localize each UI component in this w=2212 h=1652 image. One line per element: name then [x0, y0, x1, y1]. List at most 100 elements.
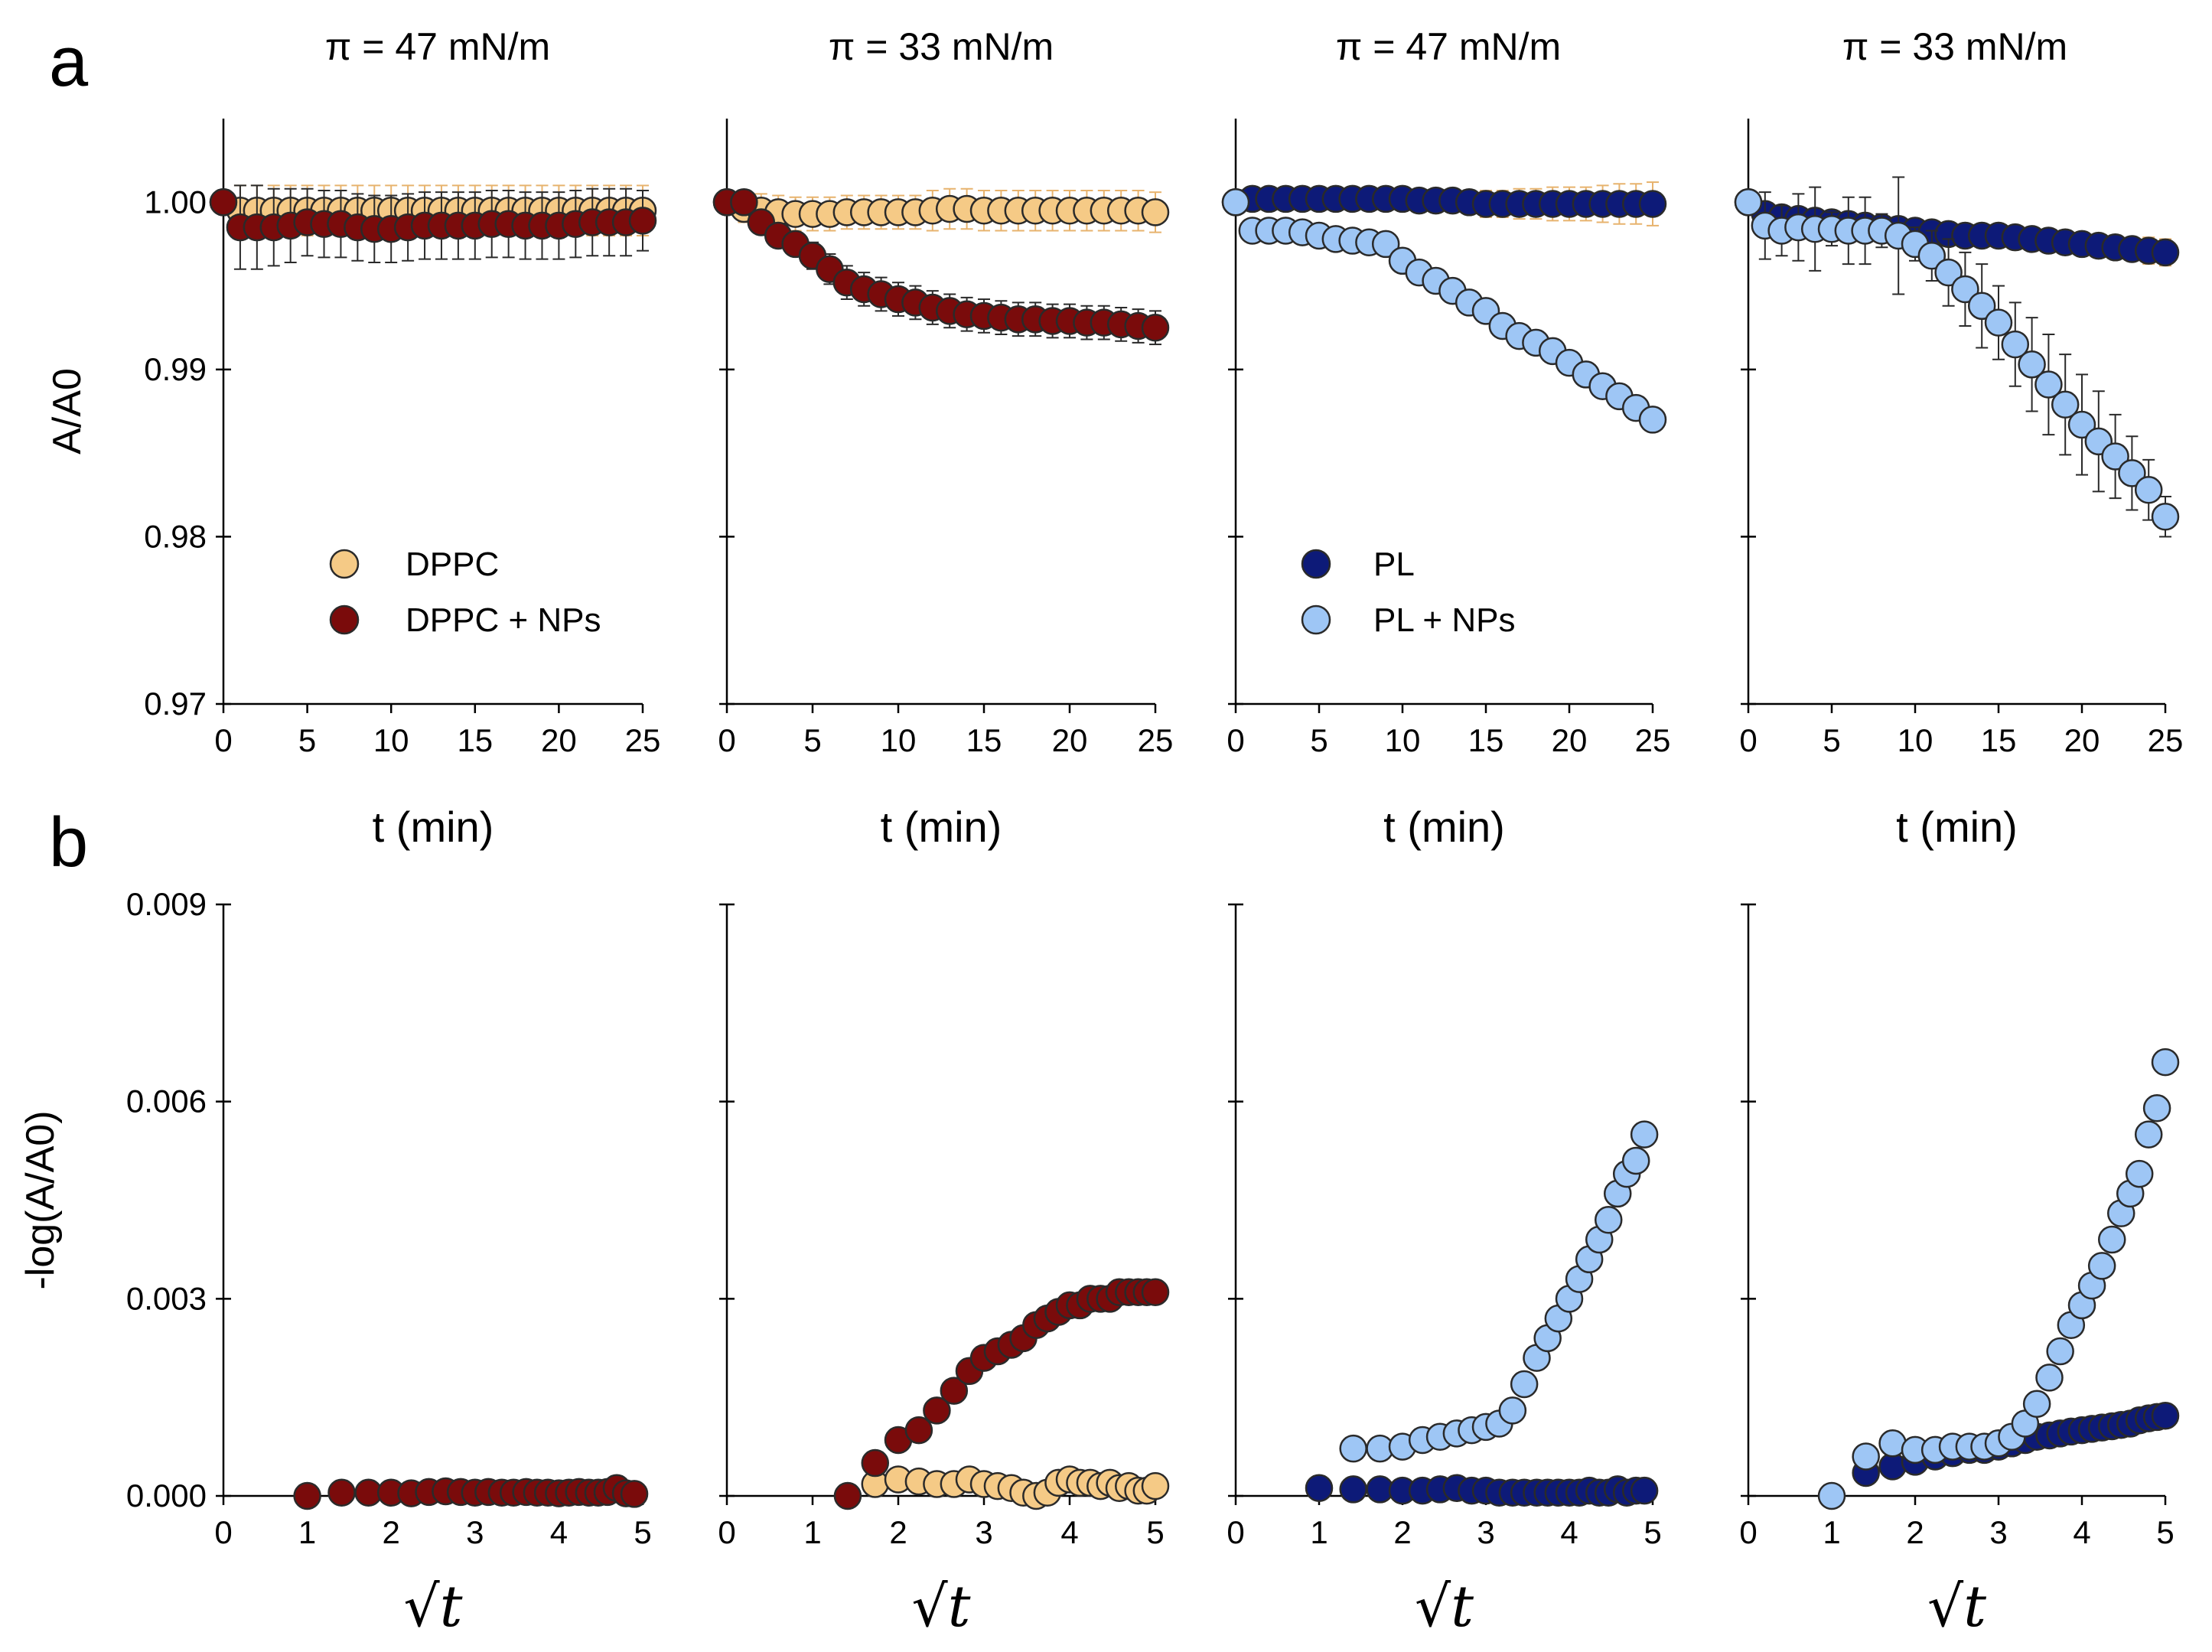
- data-point: [628, 207, 657, 235]
- data-point: [1141, 313, 1170, 342]
- data-point: [1984, 308, 2013, 337]
- x-tick-label: 15: [1981, 722, 2017, 758]
- data-point: [1339, 1434, 1367, 1463]
- data-point: [1141, 198, 1170, 226]
- x-tick-label: 25: [2148, 722, 2184, 758]
- data-point: [1141, 1278, 1170, 1306]
- x-tick-label: 4: [550, 1514, 568, 1550]
- series-pl-nps: [1221, 188, 1667, 434]
- column-title-4: π = 33 mN/m: [1842, 25, 2067, 68]
- x-tick-label: 5: [298, 722, 316, 758]
- x-tick-label: 0: [1227, 1514, 1244, 1550]
- data-point: [1594, 1206, 1623, 1234]
- x-tick-label: 5: [1823, 722, 1840, 758]
- chart-b-4: 0 1 2 3 4 5 √t: [1739, 903, 2180, 1640]
- x-tick-label: 25: [1635, 722, 1671, 758]
- x-tick-label: 10: [881, 722, 917, 758]
- x-tick-label: 20: [541, 722, 577, 758]
- column-title-2: π = 33 mN/m: [829, 25, 1054, 68]
- x-tick-label: 5: [1146, 1514, 1164, 1550]
- y-tick-label: 0.009: [126, 886, 207, 922]
- x-tick-label: 0: [1739, 1514, 1757, 1550]
- data-point: [2151, 502, 2180, 531]
- data-point: [2101, 442, 2129, 471]
- data-point: [1621, 1146, 1650, 1175]
- data-point: [2151, 238, 2180, 267]
- x-tick-label: 10: [373, 722, 409, 758]
- x-tick-label: 3: [1989, 1514, 2007, 1550]
- x-tick-label: 4: [2073, 1514, 2090, 1550]
- x-axis-label: √t: [1415, 1574, 1474, 1640]
- data-point: [293, 1481, 321, 1510]
- data-point: [940, 1377, 969, 1405]
- series-pl-nps: [1339, 1120, 1659, 1463]
- data-point: [904, 1416, 933, 1445]
- data-point: [2118, 459, 2146, 487]
- data-point: [1339, 1475, 1367, 1504]
- data-point: [1817, 1481, 1846, 1510]
- x-tick-label: 5: [1644, 1514, 1661, 1550]
- data-point: [2001, 330, 2030, 359]
- chart-b-1: 0 1 2 3 4 5 0.000 0.003 0.006 0.009 √t -log(A/A0): [18, 886, 652, 1640]
- y-tick-label: 0.97: [144, 686, 207, 722]
- column-title-1: π = 47 mN/m: [325, 25, 550, 68]
- x-tick-label: 5: [2156, 1514, 2174, 1550]
- x-tick-label: 0: [718, 722, 735, 758]
- chart-a-3: 0 5 10 15 20 25 t (min): [1221, 119, 1671, 851]
- data-point: [730, 188, 758, 217]
- x-tick-label: 15: [1468, 722, 1504, 758]
- data-point: [1951, 275, 1979, 304]
- series-pl: [1305, 1474, 1659, 1507]
- data-point: [1221, 188, 1250, 217]
- data-point: [2051, 390, 2080, 419]
- series-pl: [1852, 1401, 2180, 1487]
- data-point: [2087, 1252, 2116, 1280]
- data-point: [2022, 1390, 2051, 1419]
- y-tick-label: 0.000: [126, 1478, 207, 1514]
- chart-a-4: 0 5 10 15 20 25 t (min): [1734, 119, 2184, 851]
- data-point: [1638, 406, 1667, 434]
- legend-label-dppc: DPPC: [406, 546, 499, 583]
- panel-label-a: a: [49, 23, 89, 101]
- y-tick-label: 0.99: [144, 351, 207, 387]
- x-axis-label: t (min): [1383, 803, 1505, 851]
- x-tick-label: 3: [975, 1514, 992, 1550]
- x-tick-label: 1: [803, 1514, 821, 1550]
- chart-a-2: 0 5 10 15 20 25 t (min): [712, 119, 1173, 851]
- x-tick-label: 0: [214, 722, 232, 758]
- panel-label-b: b: [49, 803, 88, 881]
- y-axis-label: A/A0: [45, 368, 90, 455]
- data-point: [2125, 1159, 2154, 1188]
- data-point: [2035, 1364, 2064, 1392]
- data-point: [1141, 1471, 1170, 1500]
- legend-marker-pl: [1301, 549, 1331, 579]
- data-point: [2046, 1337, 2074, 1366]
- x-axis-label: t (min): [881, 803, 1002, 851]
- data-point: [2018, 350, 2046, 379]
- x-tick-label: 1: [1823, 1514, 1840, 1550]
- data-point: [1734, 188, 1763, 217]
- series-dppc-nps: [712, 188, 1170, 346]
- data-point: [1638, 190, 1667, 218]
- data-point: [1305, 1474, 1334, 1502]
- y-tick-label: 0.98: [144, 518, 207, 554]
- data-point: [1498, 1396, 1527, 1425]
- series-pl-nps: [1817, 1048, 2180, 1510]
- data-point: [327, 1478, 356, 1507]
- series-dppc-nps: [293, 1474, 649, 1510]
- data-point: [1852, 1442, 1880, 1471]
- x-tick-label: 25: [625, 722, 661, 758]
- data-point: [2067, 410, 2096, 439]
- x-tick-label: 20: [1552, 722, 1588, 758]
- x-tick-label: 10: [1898, 722, 1933, 758]
- data-point: [620, 1480, 649, 1508]
- legend-label-pl-nps: PL + NPs: [1373, 601, 1515, 639]
- legend-label-dppc-nps: DPPC + NPs: [406, 601, 601, 639]
- x-axis-label: t (min): [1896, 803, 2018, 851]
- x-tick-label: 2: [889, 1514, 907, 1550]
- legend-dppc: DPPC DPPC + NPs: [329, 546, 601, 639]
- x-tick-label: 15: [457, 722, 493, 758]
- series-pl-nps: [1734, 176, 2180, 538]
- x-tick-label: 0: [214, 1514, 232, 1550]
- y-tick-label: 1.00: [144, 184, 207, 220]
